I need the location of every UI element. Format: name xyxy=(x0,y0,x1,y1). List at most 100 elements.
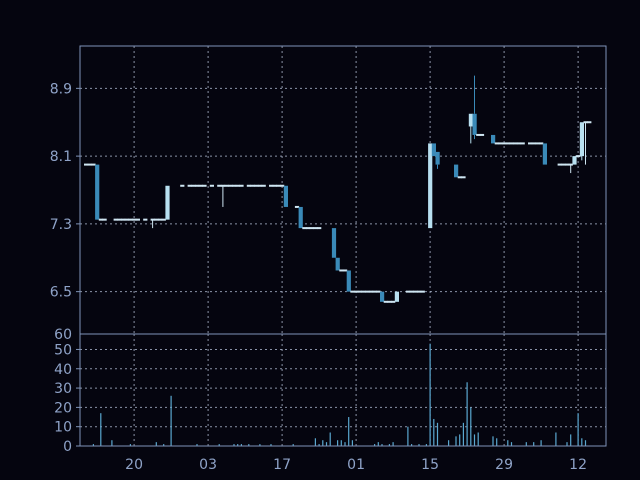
candle-body xyxy=(158,218,163,221)
candle-body xyxy=(565,163,570,166)
candle-body xyxy=(572,156,577,165)
candle-body xyxy=(84,163,89,166)
candle-body xyxy=(579,122,584,157)
candle-body xyxy=(217,184,222,187)
candle-body xyxy=(528,142,533,145)
candle-body xyxy=(117,218,122,221)
candle-body xyxy=(357,290,362,293)
candle-body xyxy=(272,184,277,187)
candle-body xyxy=(195,184,200,187)
candle-body xyxy=(520,142,525,145)
candle-body xyxy=(502,142,507,145)
candle-body xyxy=(479,133,485,136)
candle-body xyxy=(383,300,388,303)
candle-body xyxy=(257,184,263,187)
candle-body xyxy=(376,290,381,293)
candle-body xyxy=(542,143,547,165)
volume-tick-label: 0 xyxy=(63,439,72,455)
candle-body xyxy=(576,155,581,158)
candle-body xyxy=(235,184,240,187)
price-grid xyxy=(80,46,606,334)
candle-body xyxy=(276,184,281,187)
candle-body xyxy=(454,164,459,178)
volume-bars xyxy=(92,343,587,446)
candle-body xyxy=(128,218,133,221)
candle-body xyxy=(561,163,566,166)
candle-body xyxy=(294,205,300,208)
candle-body xyxy=(224,184,229,187)
candle-body xyxy=(250,184,255,187)
volume-tick-label: 30 xyxy=(54,381,72,397)
candle-body xyxy=(535,142,540,145)
candle-body xyxy=(476,133,481,136)
candle-body xyxy=(372,290,377,293)
candle-body xyxy=(387,300,392,303)
candle-body xyxy=(513,142,518,145)
candle-body xyxy=(516,142,522,145)
price-frame xyxy=(79,45,607,335)
volume-panel: 0 10 20 30 40 50 xyxy=(54,333,607,455)
candle-body xyxy=(409,290,414,293)
candle-body xyxy=(161,218,166,221)
candle-body xyxy=(254,184,259,187)
price-y-axis: 6.5 7.3 8.1 8.9 60 xyxy=(50,81,80,343)
volume-frame xyxy=(79,333,607,447)
price-panel: 6.5 7.3 8.1 8.9 60 xyxy=(50,45,607,343)
price-bottom-label: 60 xyxy=(54,327,72,343)
candle-body xyxy=(457,176,462,179)
candle-body xyxy=(539,142,544,145)
candle-body xyxy=(417,290,422,293)
price-candles xyxy=(84,75,592,303)
candle-body xyxy=(113,218,118,221)
x-axis: 20 03 17 01 15 29 12 xyxy=(125,457,587,473)
candle-body xyxy=(302,227,307,230)
candle-body xyxy=(339,269,344,272)
candle-body xyxy=(95,164,100,220)
candle-body xyxy=(498,142,503,145)
candle-body xyxy=(431,143,436,157)
x-tick-label: 12 xyxy=(569,457,587,473)
x-tick-label: 20 xyxy=(125,457,143,473)
candle-body xyxy=(428,143,433,229)
candle-body xyxy=(309,227,314,230)
candle-body xyxy=(531,142,536,145)
candle-body xyxy=(583,121,588,124)
volume-tick-label: 20 xyxy=(54,400,72,416)
candle-body xyxy=(368,290,374,293)
volume-tick-label: 40 xyxy=(54,362,72,378)
candle-body xyxy=(350,290,355,293)
candle-body xyxy=(361,290,366,293)
candle-body xyxy=(280,184,285,187)
candle-body xyxy=(239,184,244,187)
candle-body xyxy=(202,184,207,187)
candle-body xyxy=(568,163,573,166)
candle-body xyxy=(209,184,214,187)
candle-body xyxy=(198,184,203,187)
candle-body xyxy=(121,218,126,221)
candle-body xyxy=(165,185,170,220)
candle-body xyxy=(180,184,185,187)
candle-body xyxy=(587,121,592,124)
x-tick-label: 15 xyxy=(421,457,439,473)
candle-body xyxy=(391,300,396,303)
x-tick-label: 17 xyxy=(273,457,291,473)
candle-body xyxy=(143,218,148,221)
price-tick-label: 8.9 xyxy=(50,81,72,97)
candle-body xyxy=(335,257,340,271)
candle-body xyxy=(413,290,418,293)
candle-body xyxy=(91,163,96,166)
candle-body xyxy=(494,142,499,145)
candle-body xyxy=(557,163,562,166)
candle-body xyxy=(306,227,311,230)
candle-body xyxy=(98,218,103,221)
candle-body xyxy=(283,185,288,207)
candle-body xyxy=(232,184,237,187)
candle-body xyxy=(102,218,107,221)
candle-body xyxy=(246,184,251,187)
candle-body xyxy=(468,113,473,127)
candle-body xyxy=(491,134,496,144)
candle-body xyxy=(461,176,466,179)
candle-body xyxy=(505,142,510,145)
candle-body xyxy=(313,227,318,230)
